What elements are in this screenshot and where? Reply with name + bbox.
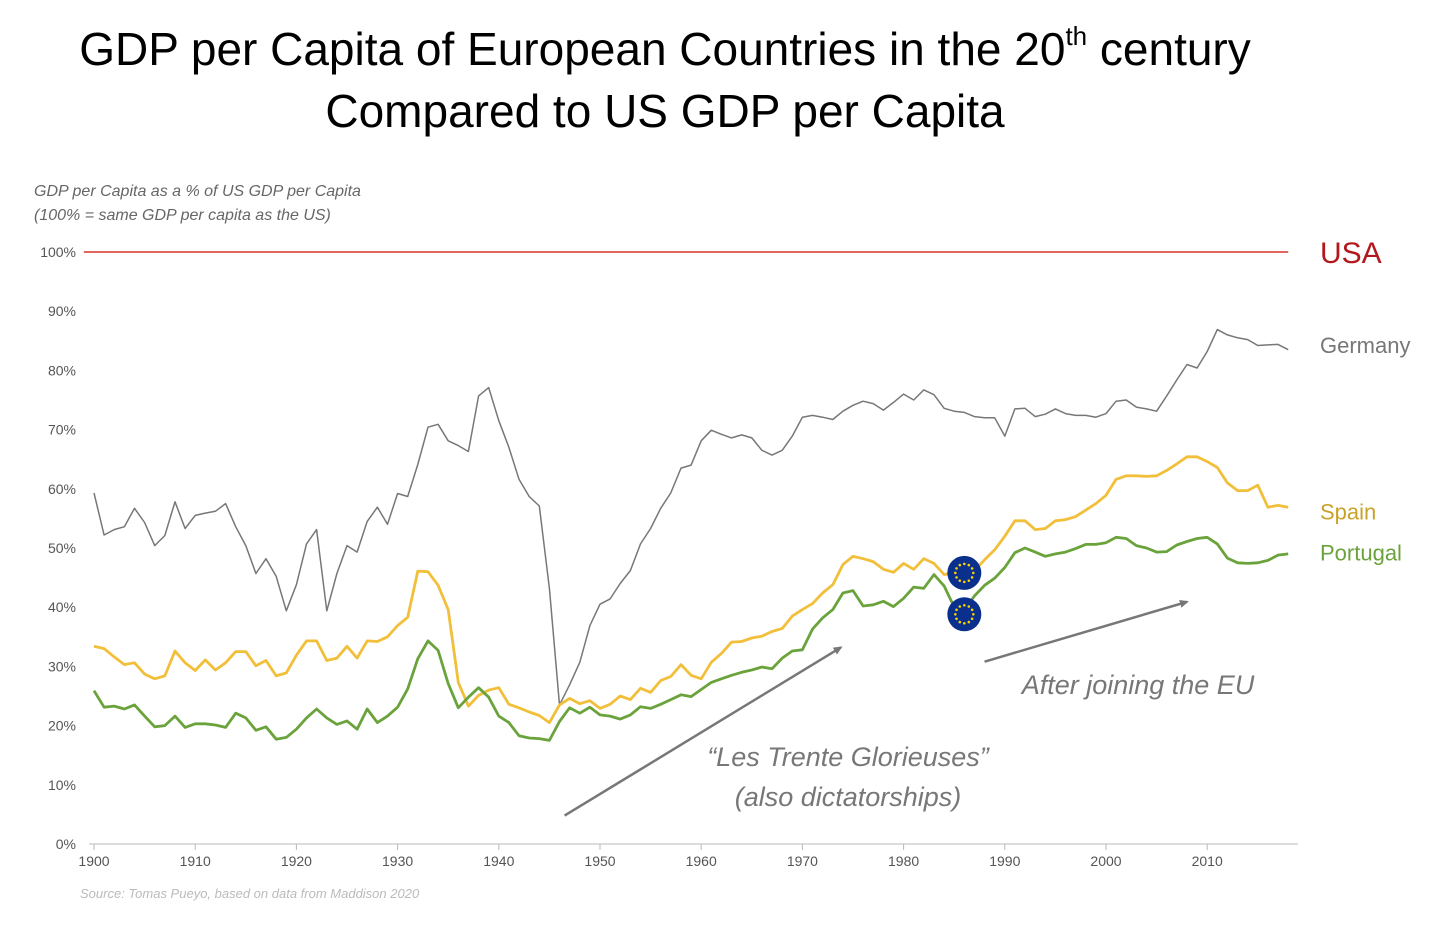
chart-series: USA Germany Spain Portugal xyxy=(83,237,1410,742)
eu-star xyxy=(954,613,957,616)
x-tick-label: 2000 xyxy=(1090,853,1121,869)
y-tick-label: 20% xyxy=(48,718,76,734)
series-label-germany: Germany xyxy=(1320,333,1410,358)
eu-star xyxy=(958,605,962,608)
chart-annotations xyxy=(563,555,1189,817)
eu-star xyxy=(972,613,975,616)
eu-flag-icon xyxy=(947,555,982,590)
x-tick-label: 1970 xyxy=(787,853,818,869)
chart-axes: 1900 1910 1920 1930 1940 1950 1960 1970 1980 1990… xyxy=(40,244,1298,869)
x-tick-label: 1990 xyxy=(989,853,1020,869)
chart-title-prefix: GDP per Capita of European Countries in … xyxy=(79,23,1066,75)
eu-star xyxy=(955,576,958,579)
y-axis-title-line2: (100% = same GDP per capita as the US) xyxy=(34,207,331,224)
eu-star xyxy=(967,563,971,567)
x-tick-label: 1930 xyxy=(382,853,413,869)
eu-badge-circle xyxy=(947,597,982,632)
annotation-arrow xyxy=(563,646,843,817)
eu-star xyxy=(958,563,962,567)
eu-star xyxy=(963,580,966,584)
x-tick-label: 1950 xyxy=(584,853,615,869)
y-tick-label: 30% xyxy=(48,658,76,674)
x-tick-label: 1910 xyxy=(180,853,211,869)
y-tick-label: 50% xyxy=(48,540,76,556)
eu-flag-icon xyxy=(947,597,982,632)
series-label-spain: Spain xyxy=(1320,499,1376,524)
x-tick-label: 1980 xyxy=(888,853,919,869)
eu-star xyxy=(963,622,966,625)
chart-title-suffix: century xyxy=(1087,23,1251,75)
y-tick-label: 80% xyxy=(48,362,76,378)
series-line-spain xyxy=(93,455,1289,724)
annotation-trente-glorieuses: “Les Trente Glorieuses” xyxy=(707,742,990,772)
annotation-after-eu: After joining the EU xyxy=(1020,670,1255,700)
x-tick-label: 1960 xyxy=(686,853,717,869)
y-tick-label: 90% xyxy=(48,303,76,319)
y-tick-label: 100% xyxy=(40,244,76,260)
series-label-portugal: Portugal xyxy=(1320,541,1402,566)
source-note: Source: Tomas Pueyo, based on data from … xyxy=(80,886,420,901)
series-label-usa: USA xyxy=(1320,237,1382,270)
annotation-dictatorships: (also dictatorships) xyxy=(735,782,962,812)
eu-star xyxy=(972,571,975,575)
x-tick-label: 2010 xyxy=(1192,853,1223,869)
eu-star xyxy=(954,571,957,575)
eu-star xyxy=(958,579,962,582)
x-tick-label: 1940 xyxy=(483,853,514,869)
eu-badge-circle xyxy=(947,555,982,590)
y-tick-label: 10% xyxy=(48,777,76,793)
y-axis-title-line1: GDP per Capita as a % of US GDP per Capi… xyxy=(34,183,361,200)
eu-star xyxy=(958,620,962,624)
eu-star xyxy=(970,608,974,612)
annotation-arrow xyxy=(984,600,1189,663)
y-tick-label: 60% xyxy=(48,481,76,497)
eu-star xyxy=(967,579,971,582)
eu-star xyxy=(955,617,958,621)
eu-star xyxy=(963,604,966,607)
eu-star xyxy=(970,576,974,579)
y-tick-label: 0% xyxy=(56,836,76,852)
chart-title-line1: GDP per Capita of European Countries in … xyxy=(0,20,1330,76)
eu-star xyxy=(967,620,971,624)
eu-star xyxy=(963,562,966,566)
series-line-germany xyxy=(93,328,1289,706)
eu-star xyxy=(967,605,971,608)
x-tick-label: 1900 xyxy=(78,853,109,869)
chart-title-line2: Compared to US GDP per Capita xyxy=(325,85,1005,137)
eu-star xyxy=(970,617,974,621)
eu-star xyxy=(970,567,974,570)
eu-star xyxy=(955,567,958,570)
series-line-portugal xyxy=(92,535,1289,742)
eu-star xyxy=(955,608,958,612)
y-tick-label: 70% xyxy=(48,422,76,438)
x-tick-label: 1920 xyxy=(281,853,312,869)
y-tick-label: 40% xyxy=(48,599,76,615)
chart-title-superscript: th xyxy=(1065,20,1088,51)
